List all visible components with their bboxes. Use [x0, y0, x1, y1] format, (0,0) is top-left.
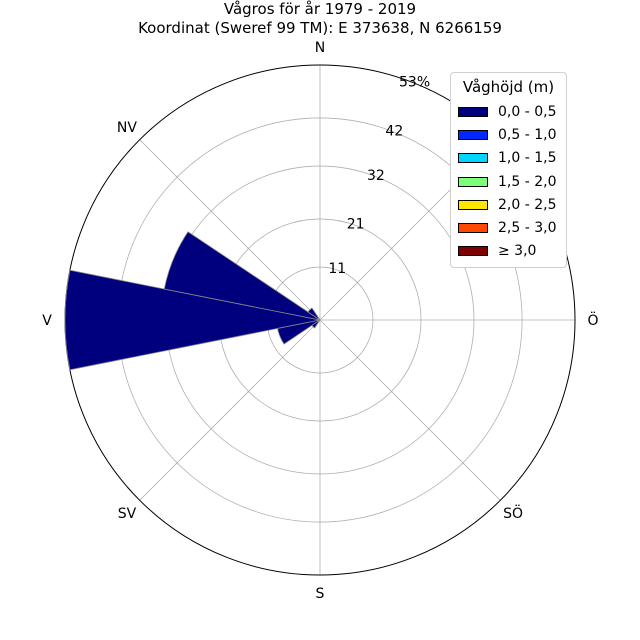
legend-swatch [458, 106, 488, 117]
legend-label: 2,0 - 2,5 [498, 196, 557, 213]
rose-bar [163, 231, 321, 321]
legend-label: 1,0 - 1,5 [498, 150, 557, 167]
direction-label: S [316, 586, 325, 602]
legend-item: 2,5 - 3,0 [451, 216, 566, 239]
legend-label: 2,5 - 3,0 [498, 220, 557, 237]
grid-spoke [139, 139, 321, 321]
grid-spoke [319, 319, 501, 501]
legend-title: Våghöjd (m) [462, 78, 555, 96]
direction-label: SÖ [503, 504, 523, 522]
rose-bar [311, 319, 321, 329]
legend-swatch [458, 199, 488, 210]
radial-tick-label: 42 [385, 123, 403, 139]
legend-item: 0,0 - 0,5 [451, 100, 566, 123]
rose-bar [307, 307, 321, 321]
legend-swatch [458, 176, 488, 187]
legend-item: 0,5 - 1,0 [451, 123, 566, 146]
legend-swatch [458, 223, 488, 234]
rose-bar [277, 319, 321, 345]
rose-bar [64, 269, 321, 371]
grid-spoke [139, 319, 321, 501]
legend-item: ≥ 3,0 [451, 240, 566, 263]
legend-swatch [458, 129, 488, 140]
radial-tick-label: 32 [367, 168, 385, 184]
legend-label: 0,5 - 1,0 [498, 126, 557, 143]
rose-bars [64, 231, 321, 371]
radial-tick-label: 53% [399, 74, 430, 90]
legend-swatch [458, 153, 488, 164]
legend-label: ≥ 3,0 [498, 243, 537, 260]
chart-subtitle: Koordinat (Sweref 99 TM): E 373638, N 62… [138, 19, 502, 37]
direction-label: NV [117, 120, 137, 136]
chart-title: Vågros för år 1979 - 2019 [223, 0, 417, 18]
legend-label: 0,0 - 0,5 [498, 103, 557, 120]
legend-item: 1,5 - 2,0 [451, 170, 566, 193]
direction-label: SV [118, 506, 137, 522]
legend-item: 1,0 - 1,5 [451, 147, 566, 170]
direction-label: N [315, 40, 325, 56]
legend-swatch [458, 246, 488, 257]
legend: Våghöjd (m) 0,0 - 0,5 0,5 - 1,0 1,0 - 1,5 1… [450, 72, 567, 268]
legend-label: 1,5 - 2,0 [498, 173, 557, 190]
radial-tick-label: 21 [347, 217, 365, 233]
direction-label: V [42, 313, 52, 329]
direction-label: Ö [587, 311, 598, 329]
legend-item: 2,0 - 2,5 [451, 193, 566, 216]
radial-tick-label: 11 [328, 261, 346, 277]
